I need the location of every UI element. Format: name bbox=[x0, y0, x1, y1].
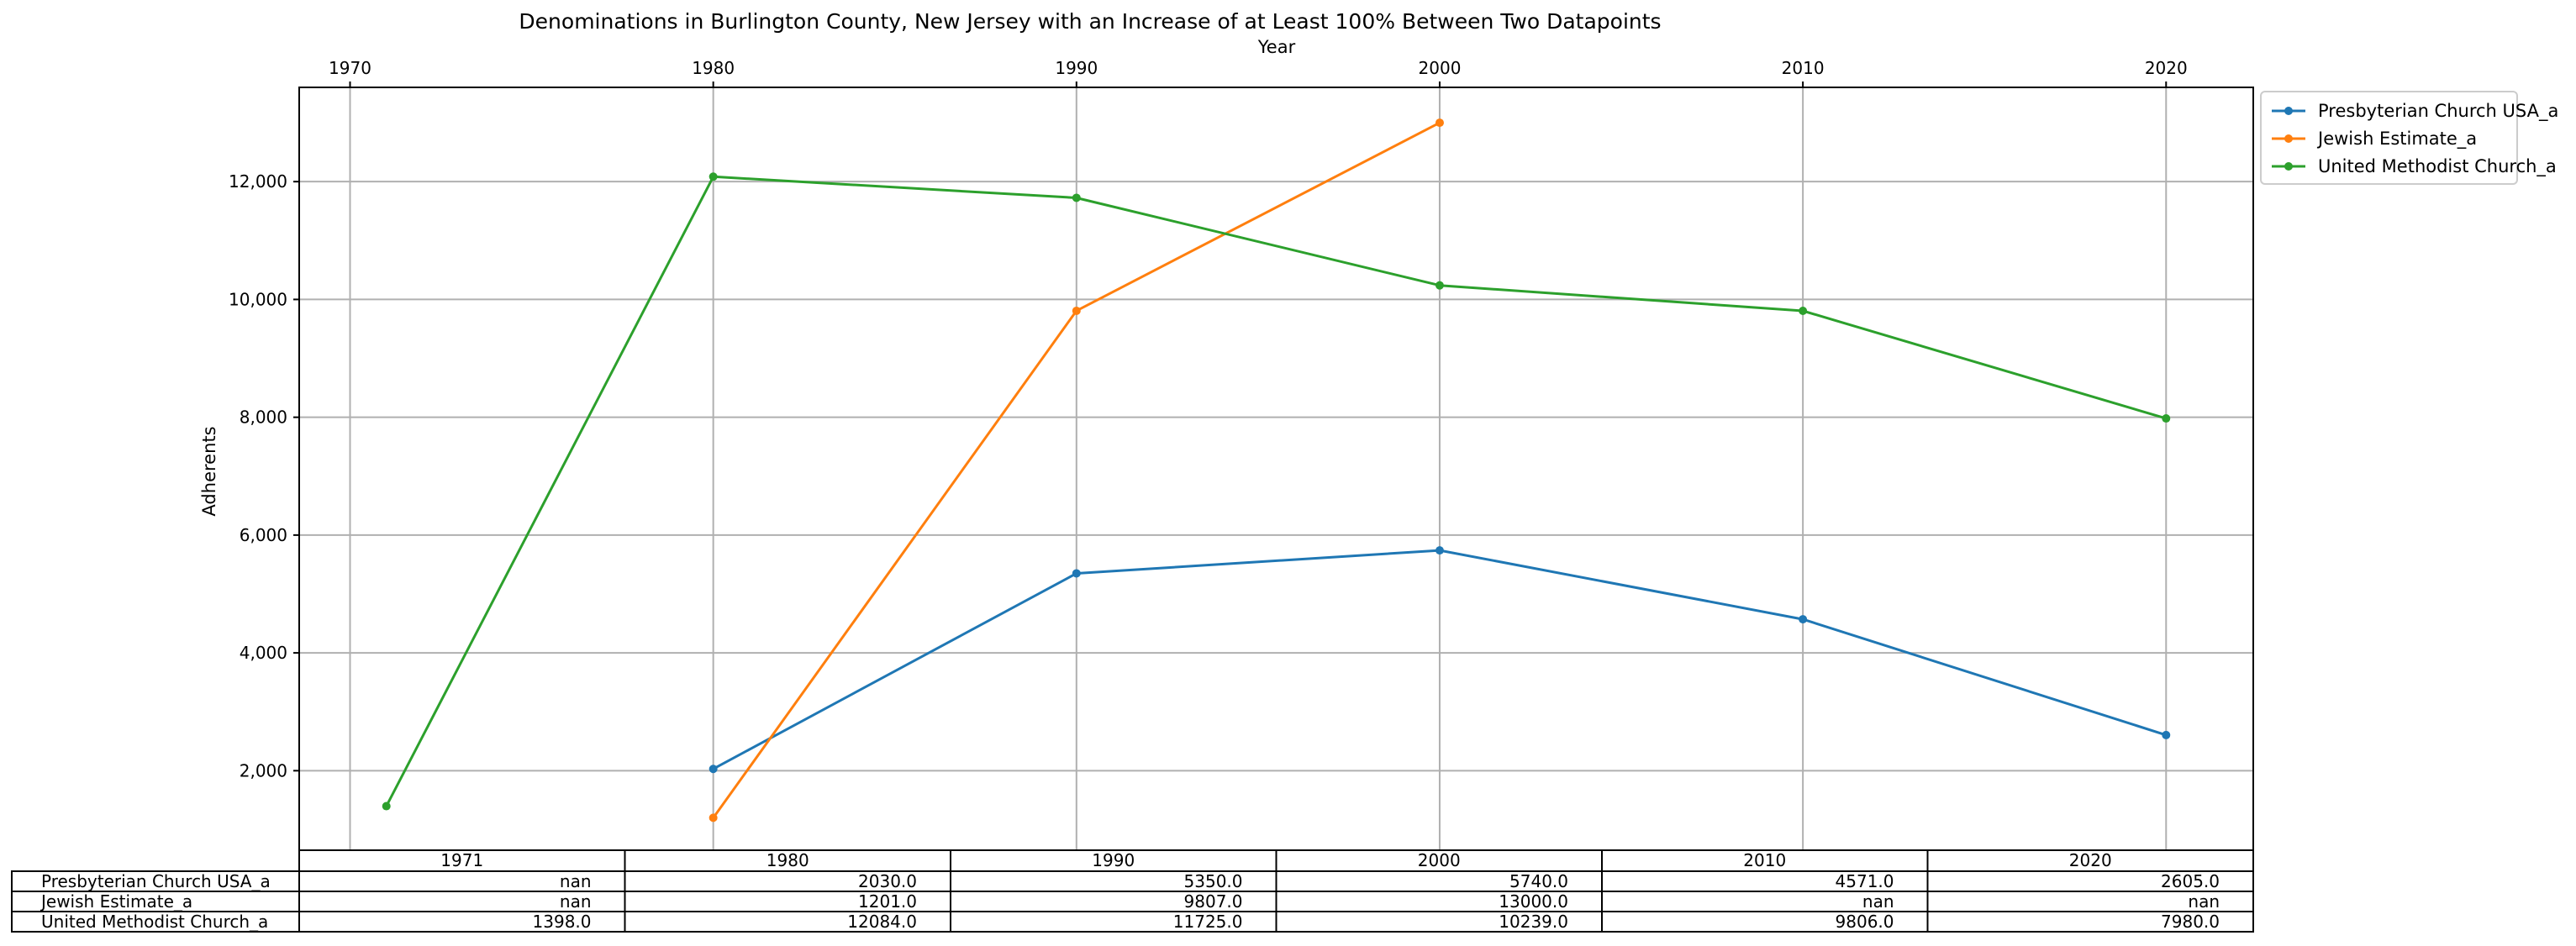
legend-label: Jewish Estimate_a bbox=[2316, 129, 2477, 150]
table-cell bbox=[1926, 911, 2254, 933]
x-tick-label: 1970 bbox=[329, 58, 371, 78]
table-row: United Methodist Church_a 1398.0 12084.0 11… bbox=[11, 911, 2254, 933]
x-tick-label: 2000 bbox=[1419, 58, 1462, 78]
data-point bbox=[709, 172, 718, 181]
data-point bbox=[709, 813, 718, 822]
series-1 bbox=[709, 118, 1444, 822]
y-tick-label: 12,000 bbox=[229, 171, 287, 192]
x-tick-label: 2010 bbox=[1782, 58, 1825, 78]
series-2 bbox=[382, 172, 2171, 811]
legend-marker bbox=[2284, 134, 2293, 143]
table-row: Presbyterian Church USA_a nan 2030.0 5350.0… bbox=[11, 870, 2254, 892]
x-tick-label: 1980 bbox=[692, 58, 735, 78]
y-tick-label: 8,000 bbox=[240, 407, 287, 428]
data-point bbox=[1435, 118, 1444, 128]
x-axis-label: Year bbox=[1257, 37, 1296, 57]
data-point bbox=[1799, 615, 1808, 624]
legend: Presbyterian Church USA_a Jewish Estimate… bbox=[2260, 91, 2558, 185]
table-row-label: Jewish Estimate_a bbox=[40, 891, 192, 912]
y-tick-label: 6,000 bbox=[240, 525, 287, 545]
table-cell-value: 1201.0 bbox=[858, 891, 917, 912]
table-row-label: United Methodist Church_a bbox=[41, 912, 268, 932]
table-cell-value: 2605.0 bbox=[2161, 871, 2220, 891]
y-tick-label: 4,000 bbox=[240, 643, 287, 663]
legend-marker bbox=[2284, 107, 2293, 115]
plot-frame bbox=[298, 87, 2254, 851]
table-cell-value: 11725.0 bbox=[1173, 912, 1243, 932]
table-cell-value: nan bbox=[2188, 891, 2220, 912]
axis-ticks: 1970 1980 1990 2000 2010 2020 2,000 4,000 6,000 8… bbox=[229, 58, 2188, 780]
data-point bbox=[1799, 307, 1808, 316]
data-point bbox=[382, 801, 391, 811]
table-header-label: 1971 bbox=[440, 850, 483, 870]
data-point bbox=[2162, 730, 2171, 739]
x-tick-label: 1990 bbox=[1055, 58, 1098, 78]
data-point bbox=[2162, 414, 2171, 423]
table-cell-value: 10239.0 bbox=[1499, 912, 1568, 932]
x-tick-label: 2020 bbox=[2145, 58, 2188, 78]
table-cell-value: 2030.0 bbox=[858, 871, 917, 891]
table-header-label: 2000 bbox=[1418, 850, 1461, 870]
table-cell-value: 9806.0 bbox=[1836, 912, 1894, 932]
data-point bbox=[709, 765, 718, 774]
data-point bbox=[1072, 569, 1081, 578]
table-row-label: Presbyterian Church USA_a bbox=[41, 871, 271, 891]
table-cell-value: 5740.0 bbox=[1509, 871, 1568, 891]
table-row: Jewish Estimate_a nan 1201.0 9807.0 13000.0 n… bbox=[11, 891, 2254, 912]
data-point bbox=[1072, 193, 1081, 202]
y-tick-label: 2,000 bbox=[240, 760, 287, 780]
legend-entry: Presbyterian Church USA_a bbox=[2272, 101, 2558, 122]
series-0 bbox=[709, 546, 2171, 774]
table-cell-value: 13000.0 bbox=[1499, 891, 1568, 912]
table-cell-value: 9807.0 bbox=[1184, 891, 1243, 912]
y-tick-label: 10,000 bbox=[229, 289, 287, 309]
table-cell-value: 12084.0 bbox=[847, 912, 917, 932]
table-cell-value: nan bbox=[560, 891, 592, 912]
data-point bbox=[1435, 546, 1444, 555]
table-cell-value: nan bbox=[560, 871, 592, 891]
legend-label: Presbyterian Church USA_a bbox=[2318, 101, 2558, 122]
table-header-label: 2020 bbox=[2069, 850, 2112, 870]
table-header-label: 2010 bbox=[1743, 850, 1786, 870]
table-header-label: 1980 bbox=[766, 850, 809, 870]
legend-marker bbox=[2284, 162, 2293, 171]
legend-entry: Jewish Estimate_a bbox=[2272, 129, 2477, 150]
table-cell-value: 5350.0 bbox=[1184, 871, 1243, 891]
series-lines bbox=[382, 118, 2171, 822]
table-header-label: 1990 bbox=[1092, 850, 1135, 870]
series-line bbox=[385, 175, 2167, 807]
legend-label: United Methodist Church_a bbox=[2318, 156, 2557, 177]
data-point bbox=[1435, 281, 1444, 290]
chart-title: Denominations in Burlington County, New … bbox=[519, 9, 1661, 34]
table-cell-value: 7980.0 bbox=[2161, 912, 2220, 932]
data-point bbox=[1072, 306, 1081, 315]
legend-box bbox=[2260, 91, 2518, 185]
y-axis-label: Adherents bbox=[199, 426, 219, 516]
table-cell-value: 1398.0 bbox=[533, 912, 592, 932]
table-cell-value: 4571.0 bbox=[1836, 871, 1894, 891]
legend-entry: United Methodist Church_a bbox=[2272, 156, 2557, 177]
grid-lines bbox=[299, 87, 2253, 850]
table-cell-value: nan bbox=[1862, 891, 1894, 912]
